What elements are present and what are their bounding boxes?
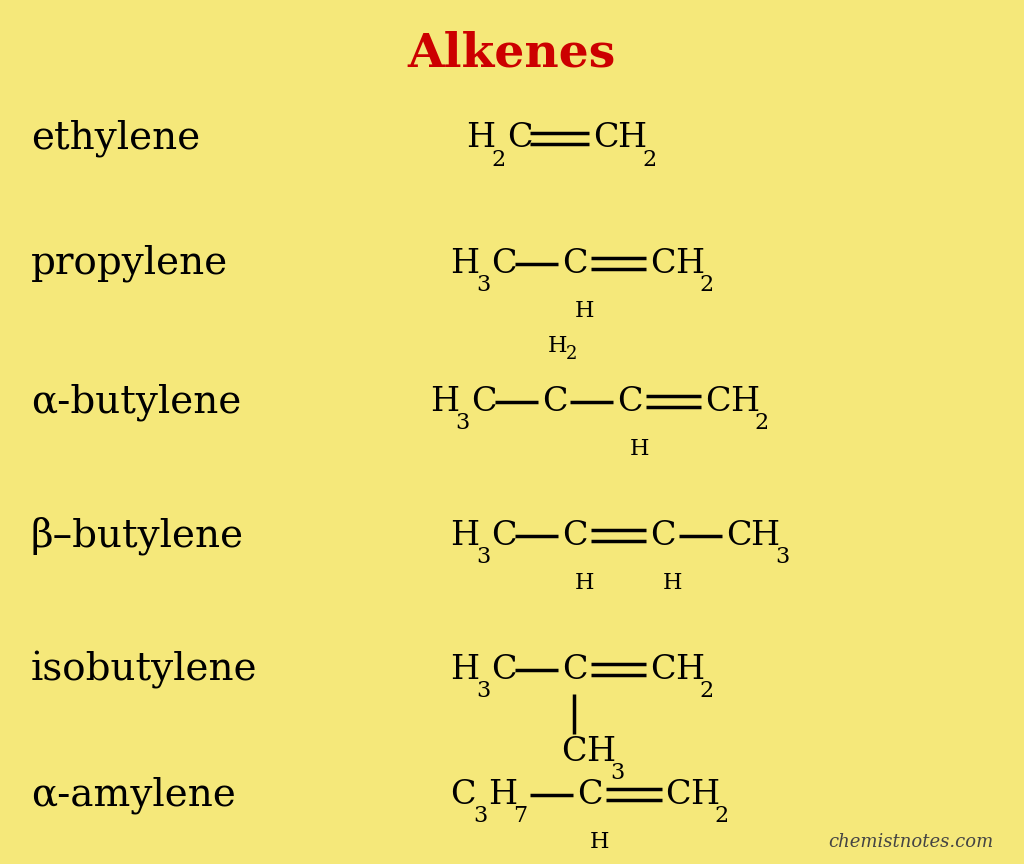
Text: C: C [617, 385, 643, 418]
Text: C: C [451, 778, 476, 811]
Text: H: H [451, 519, 479, 552]
Text: C: C [562, 247, 588, 280]
Text: H: H [675, 247, 703, 280]
Text: 3: 3 [473, 805, 487, 828]
Text: H: H [690, 778, 719, 811]
Text: C: C [562, 653, 588, 686]
Text: C: C [650, 247, 676, 280]
Text: 2: 2 [755, 412, 769, 435]
Text: H: H [663, 572, 682, 594]
Text: 2: 2 [492, 149, 506, 171]
Text: H: H [451, 653, 479, 686]
Text: 3: 3 [610, 762, 625, 785]
Text: C: C [492, 653, 517, 686]
Text: H: H [630, 438, 649, 461]
Text: ethylene: ethylene [31, 119, 200, 157]
Text: 2: 2 [715, 805, 729, 828]
Text: H: H [574, 572, 594, 594]
Text: H: H [430, 385, 459, 418]
Text: 2: 2 [566, 346, 578, 363]
Text: α-butylene: α-butylene [31, 383, 241, 421]
Text: H: H [451, 247, 479, 280]
Text: C: C [650, 519, 676, 552]
Text: chemistnotes.com: chemistnotes.com [828, 833, 993, 851]
Text: 7: 7 [513, 805, 527, 828]
Text: H: H [675, 653, 703, 686]
Text: H: H [548, 334, 567, 357]
Text: H: H [586, 735, 614, 768]
Text: C: C [471, 385, 497, 418]
Text: 3: 3 [476, 680, 490, 702]
Text: β–butylene: β–butylene [31, 517, 244, 555]
Text: H: H [466, 122, 495, 155]
Text: C: C [706, 385, 731, 418]
Text: 3: 3 [476, 546, 490, 569]
Text: H: H [751, 519, 779, 552]
Text: C: C [561, 735, 587, 768]
Text: C: C [562, 519, 588, 552]
Text: 2: 2 [699, 680, 714, 702]
Text: H: H [590, 831, 609, 854]
Text: C: C [507, 122, 532, 155]
Text: C: C [542, 385, 567, 418]
Text: C: C [578, 778, 603, 811]
Text: C: C [666, 778, 691, 811]
Text: C: C [650, 653, 676, 686]
Text: H: H [617, 122, 646, 155]
Text: isobutylene: isobutylene [31, 651, 257, 689]
Text: propylene: propylene [31, 245, 228, 283]
Text: α-amylene: α-amylene [31, 776, 236, 814]
Text: H: H [730, 385, 759, 418]
Text: C: C [726, 519, 752, 552]
Text: C: C [593, 122, 618, 155]
Text: 3: 3 [476, 274, 490, 296]
Text: C: C [492, 519, 517, 552]
Text: 3: 3 [775, 546, 790, 569]
Text: 2: 2 [699, 274, 714, 296]
Text: C: C [492, 247, 517, 280]
Text: 2: 2 [642, 149, 656, 171]
Text: 3: 3 [456, 412, 470, 435]
Text: Alkenes: Alkenes [408, 30, 616, 76]
Text: H: H [488, 778, 517, 811]
Text: H: H [574, 300, 594, 322]
